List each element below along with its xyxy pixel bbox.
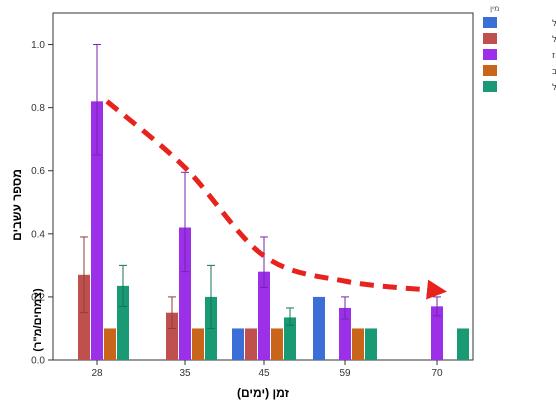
y-axis: 0.0 0.2 0.4 0.6 0.8 1.0 <box>31 40 53 367</box>
y-tick-label: 0.4 <box>31 229 45 240</box>
legend-title: מין <box>490 4 499 13</box>
x-axis: 28 35 45 59 70 <box>91 360 443 379</box>
y-axis-unit: (צמחים/מ"ר) <box>32 288 44 352</box>
bar <box>166 312 178 360</box>
legend-swatch <box>483 65 497 76</box>
bar <box>117 285 129 360</box>
legend-label: ירבוז <box>552 51 556 61</box>
y-tick-label: 0.8 <box>31 103 45 114</box>
bar <box>284 317 296 360</box>
bar <box>365 328 377 360</box>
legend-label: שיבולת שועל <box>552 83 556 93</box>
legend-swatch <box>483 81 497 92</box>
bar <box>271 328 283 360</box>
bar <box>78 274 90 360</box>
bar <box>192 328 204 360</box>
y-tick-label: 1.0 <box>31 40 45 51</box>
bars <box>78 101 469 360</box>
bar <box>258 271 270 360</box>
bar <box>232 328 244 360</box>
legend-swatch <box>483 17 497 28</box>
bar <box>91 101 103 360</box>
bar <box>179 227 191 360</box>
x-tick-label: 70 <box>431 368 443 379</box>
bar <box>457 328 469 360</box>
bar <box>431 306 443 360</box>
legend-label: חלבלוב זוחל <box>552 35 556 45</box>
legend-label: עוקץ העקרב <box>552 67 556 77</box>
x-axis-title: זמן (ימים) <box>237 386 290 400</box>
legend-label: חבלבל <box>552 19 556 29</box>
error-bars <box>80 44 441 329</box>
x-tick-label: 28 <box>91 368 103 379</box>
x-tick-label: 35 <box>179 368 191 379</box>
legend-swatch <box>483 49 497 60</box>
y-tick-label: 0.2 <box>31 292 45 303</box>
legend-swatch <box>483 33 497 44</box>
bar <box>339 307 351 360</box>
y-axis-title: מספר עשבים <box>10 169 24 241</box>
bar <box>245 328 257 360</box>
y-tick-label: 0.6 <box>31 166 45 177</box>
x-tick-label: 45 <box>258 368 270 379</box>
trend-arrow <box>105 99 447 300</box>
legend: מין חבלבל חלבלוב זוחל ירבוז עוקץ העקרב שיבול… <box>483 4 556 93</box>
x-tick-label: 59 <box>339 368 351 379</box>
bar <box>313 296 325 360</box>
y-tick-label: 0.0 <box>31 356 45 367</box>
bar <box>104 328 116 360</box>
bar <box>352 328 364 360</box>
